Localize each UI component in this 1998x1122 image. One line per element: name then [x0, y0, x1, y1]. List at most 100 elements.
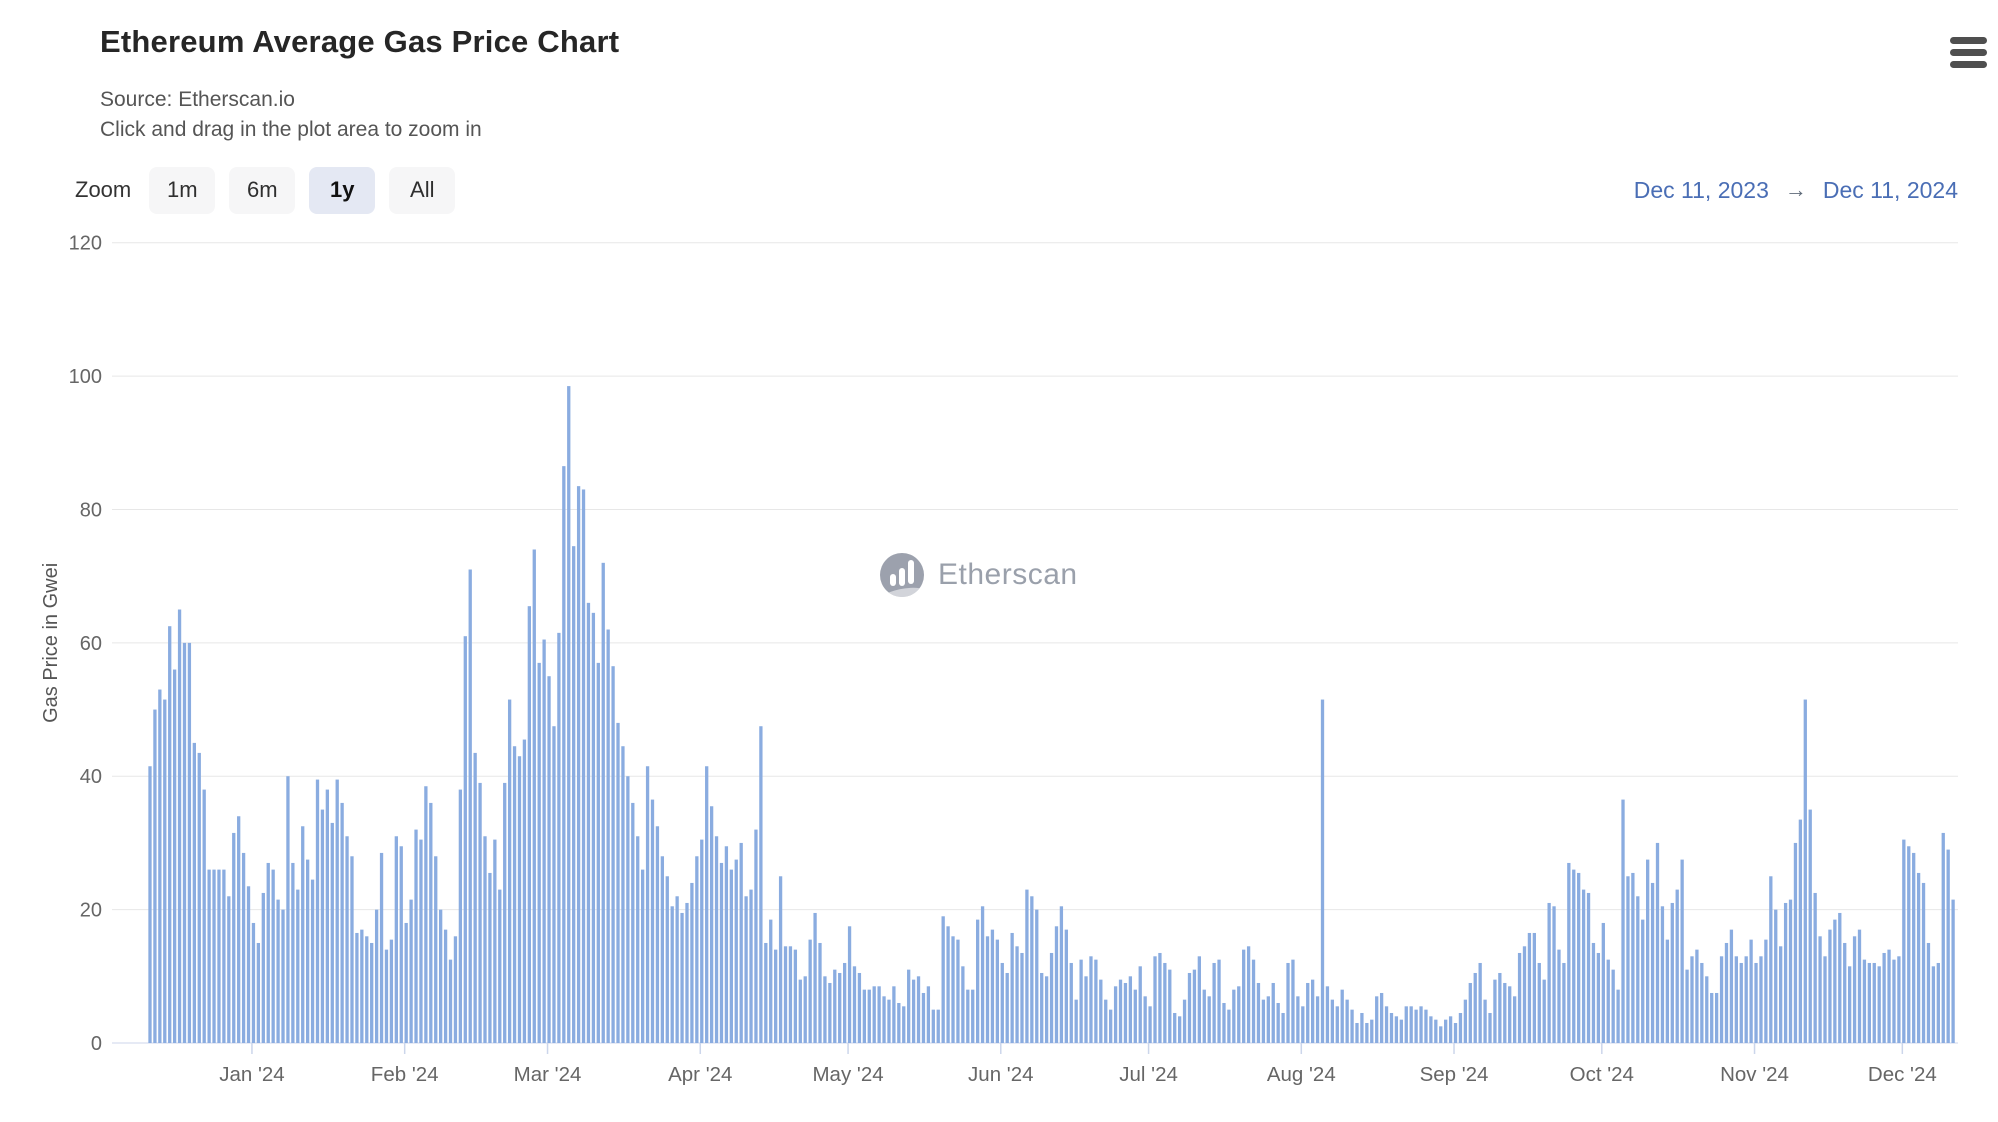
bar[interactable]: [1483, 999, 1487, 1043]
bar[interactable]: [394, 836, 398, 1043]
bar[interactable]: [1591, 942, 1596, 1043]
bar[interactable]: [399, 846, 403, 1043]
bar[interactable]: [862, 989, 866, 1043]
bar[interactable]: [1926, 942, 1931, 1043]
bar[interactable]: [1271, 982, 1275, 1043]
bar[interactable]: [995, 939, 1000, 1043]
bar[interactable]: [276, 899, 280, 1043]
bar[interactable]: [1345, 999, 1349, 1043]
bar[interactable]: [1581, 889, 1586, 1043]
bar[interactable]: [320, 809, 325, 1043]
bar[interactable]: [251, 922, 256, 1043]
bar[interactable]: [1040, 972, 1044, 1043]
zoom-button-1m[interactable]: 1m: [149, 166, 216, 214]
bar[interactable]: [1320, 699, 1325, 1043]
bar[interactable]: [759, 726, 763, 1043]
bar[interactable]: [1187, 972, 1192, 1043]
bar[interactable]: [1838, 912, 1842, 1043]
bar[interactable]: [680, 912, 684, 1043]
bar[interactable]: [1498, 972, 1502, 1043]
bar[interactable]: [1069, 962, 1073, 1043]
bar[interactable]: [1572, 869, 1576, 1043]
bar[interactable]: [1399, 1019, 1403, 1043]
bar[interactable]: [1641, 919, 1645, 1043]
bar[interactable]: [1631, 872, 1635, 1043]
bar[interactable]: [1710, 992, 1714, 1043]
bar[interactable]: [315, 779, 320, 1043]
bar[interactable]: [1813, 892, 1817, 1043]
bar[interactable]: [660, 856, 665, 1043]
bar[interactable]: [453, 936, 458, 1043]
bar[interactable]: [301, 826, 305, 1043]
bar[interactable]: [1414, 1009, 1418, 1043]
zoom-button-1y[interactable]: 1y: [309, 166, 376, 214]
bar[interactable]: [424, 786, 428, 1043]
bar[interactable]: [1527, 932, 1532, 1043]
bar[interactable]: [1779, 946, 1783, 1043]
bar[interactable]: [1670, 902, 1674, 1043]
bar[interactable]: [1404, 1006, 1408, 1043]
date-from-link[interactable]: Dec 11, 2023: [1633, 176, 1769, 203]
bar[interactable]: [1025, 889, 1029, 1043]
bar[interactable]: [1079, 959, 1083, 1043]
bar[interactable]: [1665, 939, 1670, 1043]
bar[interactable]: [1355, 1022, 1359, 1043]
bar[interactable]: [1700, 962, 1704, 1043]
bar[interactable]: [1931, 966, 1936, 1043]
bar[interactable]: [1192, 969, 1197, 1043]
bar[interactable]: [695, 856, 699, 1043]
bar[interactable]: [724, 846, 729, 1043]
bar[interactable]: [370, 942, 374, 1043]
bar[interactable]: [1655, 842, 1660, 1043]
bar[interactable]: [217, 869, 221, 1043]
bar[interactable]: [1872, 962, 1876, 1043]
bar[interactable]: [1621, 799, 1625, 1043]
bar[interactable]: [1291, 959, 1295, 1043]
bar[interactable]: [1833, 919, 1837, 1043]
bar[interactable]: [1429, 1016, 1433, 1043]
bar[interactable]: [355, 932, 359, 1043]
bar[interactable]: [1311, 979, 1315, 1043]
bar[interactable]: [1690, 956, 1694, 1043]
bar[interactable]: [1714, 992, 1719, 1043]
bar[interactable]: [961, 966, 965, 1043]
bar[interactable]: [232, 832, 236, 1043]
bar[interactable]: [222, 869, 226, 1043]
bar[interactable]: [872, 986, 876, 1043]
bar[interactable]: [1044, 976, 1049, 1043]
bar[interactable]: [1389, 1012, 1394, 1043]
bar[interactable]: [404, 922, 408, 1043]
bar[interactable]: [177, 609, 182, 1043]
bar[interactable]: [1877, 966, 1881, 1043]
bar[interactable]: [172, 669, 177, 1043]
bar[interactable]: [360, 929, 364, 1043]
bar[interactable]: [1384, 1006, 1389, 1043]
bar[interactable]: [340, 802, 344, 1043]
bar[interactable]: [1887, 949, 1891, 1043]
bar[interactable]: [537, 662, 541, 1043]
bar[interactable]: [1448, 1016, 1453, 1043]
bar[interactable]: [1153, 956, 1157, 1043]
bar[interactable]: [739, 842, 743, 1043]
bar[interactable]: [507, 699, 512, 1043]
bar[interactable]: [1902, 839, 1906, 1043]
bar[interactable]: [1759, 956, 1763, 1043]
bar[interactable]: [877, 986, 881, 1043]
bar[interactable]: [1769, 876, 1773, 1043]
bar[interactable]: [1847, 966, 1852, 1043]
bar[interactable]: [325, 789, 329, 1043]
bar[interactable]: [1512, 996, 1517, 1043]
bar[interactable]: [1921, 882, 1926, 1043]
bar[interactable]: [429, 802, 433, 1043]
bar[interactable]: [936, 1009, 940, 1043]
bar[interactable]: [389, 939, 394, 1043]
bar[interactable]: [498, 889, 502, 1043]
bar[interactable]: [1626, 876, 1630, 1043]
bar[interactable]: [227, 896, 231, 1043]
bar[interactable]: [241, 852, 246, 1043]
bar[interactable]: [1330, 999, 1335, 1043]
bar[interactable]: [335, 779, 339, 1043]
bar[interactable]: [857, 972, 862, 1043]
bar[interactable]: [379, 852, 384, 1043]
bar[interactable]: [192, 742, 196, 1043]
